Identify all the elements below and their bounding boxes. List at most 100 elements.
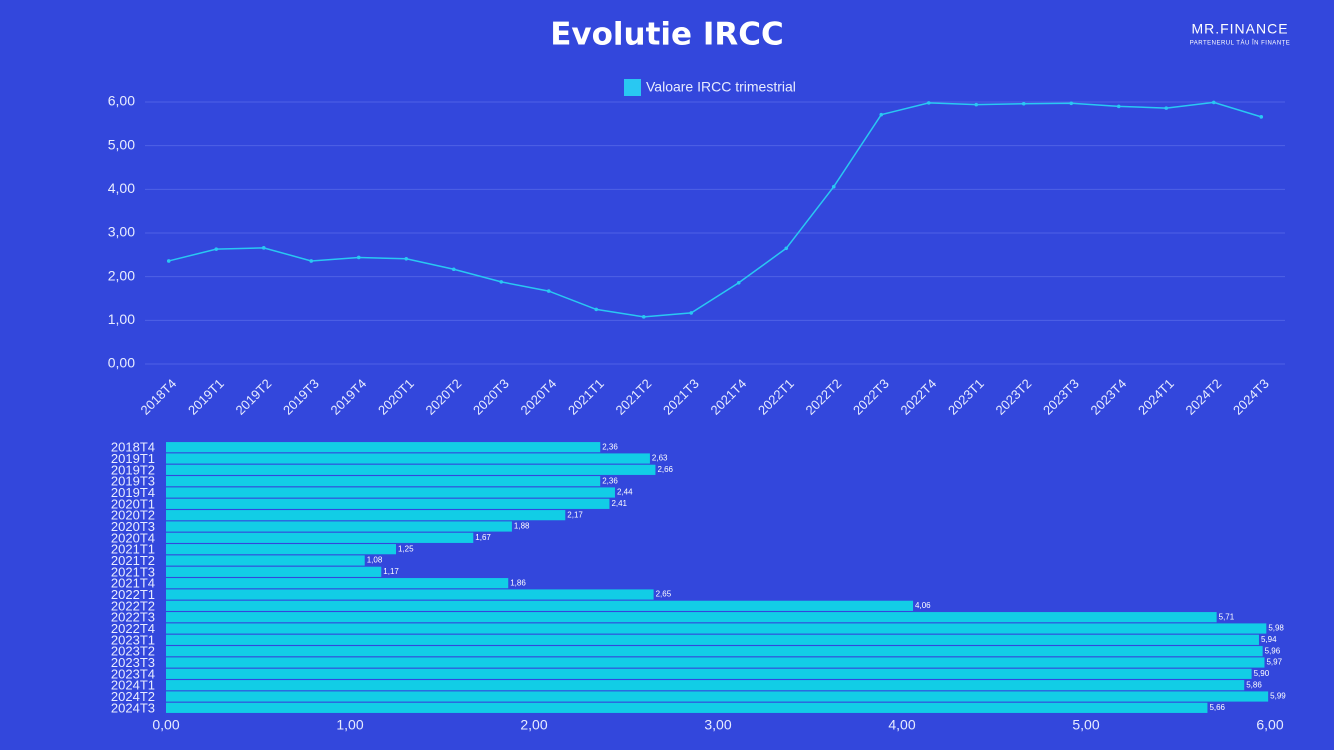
point <box>831 184 836 189</box>
value-label: 5,97 <box>1266 658 1282 667</box>
y-tick-label: 2021T3 <box>111 564 155 579</box>
value-label: 2,44 <box>617 488 633 497</box>
bar <box>166 453 650 464</box>
line-series <box>168 101 1262 318</box>
value-label: 5,66 <box>1209 703 1225 712</box>
point <box>879 112 884 117</box>
x-tick-label: 2023T2 <box>993 376 1035 418</box>
y-tick-label: 1,00 <box>108 311 135 327</box>
bar <box>166 691 1269 702</box>
y-tick-label: 6,00 <box>108 93 135 109</box>
point <box>1259 115 1264 119</box>
point <box>1069 101 1074 106</box>
x-tick-label: 2023T3 <box>1040 376 1082 418</box>
y-tick-label: 2023T3 <box>111 655 155 670</box>
y-tick-label: 2023T4 <box>111 666 155 681</box>
point <box>974 102 979 107</box>
y-tick-label: 2022T3 <box>111 610 155 625</box>
value-label: 5,99 <box>1270 692 1286 701</box>
y-tick-label: 2022T2 <box>111 598 155 613</box>
x-tick-label: 2020T3 <box>470 376 512 418</box>
value-label: 5,96 <box>1265 646 1281 655</box>
bar <box>166 510 566 521</box>
bar <box>166 600 914 611</box>
x-tick-label: 2021T1 <box>565 376 607 418</box>
value-label: 4,06 <box>915 601 931 610</box>
point <box>499 280 504 284</box>
x-tick-label: 2019T3 <box>280 376 322 418</box>
bar <box>166 668 1252 679</box>
point <box>1116 104 1121 109</box>
bar <box>166 532 474 543</box>
x-tick-label: 1,00 <box>336 717 363 733</box>
bar <box>166 498 610 509</box>
y-tick-label: 2023T2 <box>111 644 155 659</box>
y-tick-label: 2022T1 <box>111 587 155 602</box>
x-tick-label: 2021T3 <box>660 376 702 418</box>
value-label: 1,08 <box>367 556 383 565</box>
point <box>214 247 219 251</box>
point <box>1211 100 1216 105</box>
x-tick-label: 2018T4 <box>138 376 180 418</box>
value-label: 2,65 <box>656 590 672 599</box>
x-tick-label: 2019T2 <box>233 376 275 418</box>
value-label: 5,90 <box>1254 669 1270 678</box>
value-label: 5,94 <box>1261 635 1277 644</box>
point <box>309 259 314 263</box>
x-tick-label: 2022T3 <box>850 376 892 418</box>
bar <box>166 657 1265 668</box>
point <box>736 280 741 285</box>
brand-logo: MR.FINANCE <box>1191 21 1288 37</box>
value-label: 1,25 <box>398 544 414 553</box>
y-tick-label: 2021T4 <box>111 576 155 591</box>
y-tick-label: 2024T2 <box>111 689 155 704</box>
value-label: 2,63 <box>652 454 668 463</box>
x-tick-label: 5,00 <box>1072 717 1099 733</box>
x-tick-label: 0,00 <box>152 717 179 733</box>
value-label: 2,36 <box>602 476 618 485</box>
bar <box>166 702 1208 713</box>
point <box>404 256 409 261</box>
y-tick-label: 2020T3 <box>111 519 155 534</box>
chart-title: Evolutie IRCC <box>550 17 784 53</box>
bar <box>166 544 396 555</box>
x-tick-label: 2024T3 <box>1230 376 1272 418</box>
x-tick-label: 2,00 <box>520 717 547 733</box>
point <box>261 246 266 250</box>
x-tick-label: 3,00 <box>704 717 731 733</box>
x-tick-label: 2023T1 <box>945 376 987 418</box>
value-label: 5,86 <box>1246 680 1262 689</box>
bar <box>166 464 656 475</box>
bar <box>166 680 1245 691</box>
point <box>926 101 931 105</box>
point <box>641 315 646 319</box>
bar <box>166 566 382 577</box>
x-tick-label: 2024T2 <box>1183 376 1225 418</box>
value-label: 1,86 <box>510 578 526 587</box>
y-tick-label: 2020T4 <box>111 530 155 545</box>
x-tick-label: 2020T4 <box>518 376 560 418</box>
y-tick-label: 2020T2 <box>111 508 155 523</box>
x-tick-label: 6,00 <box>1256 717 1283 733</box>
value-label: 1,88 <box>514 522 530 531</box>
y-tick-label: 2023T1 <box>111 632 155 647</box>
bar <box>166 578 509 589</box>
bar <box>166 476 601 487</box>
x-tick-label: 2022T2 <box>803 376 845 418</box>
point <box>546 289 551 293</box>
bar <box>166 612 1217 623</box>
value-label: 2,66 <box>657 465 673 474</box>
y-tick-label: 2021T1 <box>111 542 155 557</box>
value-label: 2,17 <box>567 510 583 519</box>
y-tick-label: 5,00 <box>108 136 135 152</box>
y-tick-label: 2021T2 <box>111 553 155 568</box>
point <box>784 246 789 251</box>
x-tick-label: 2022T4 <box>898 376 940 418</box>
y-tick-label: 2019T1 <box>111 451 155 466</box>
value-label: 2,41 <box>611 499 627 508</box>
x-tick-label: 2021T4 <box>708 376 750 418</box>
point <box>451 267 456 272</box>
value-label: 1,17 <box>383 567 399 576</box>
